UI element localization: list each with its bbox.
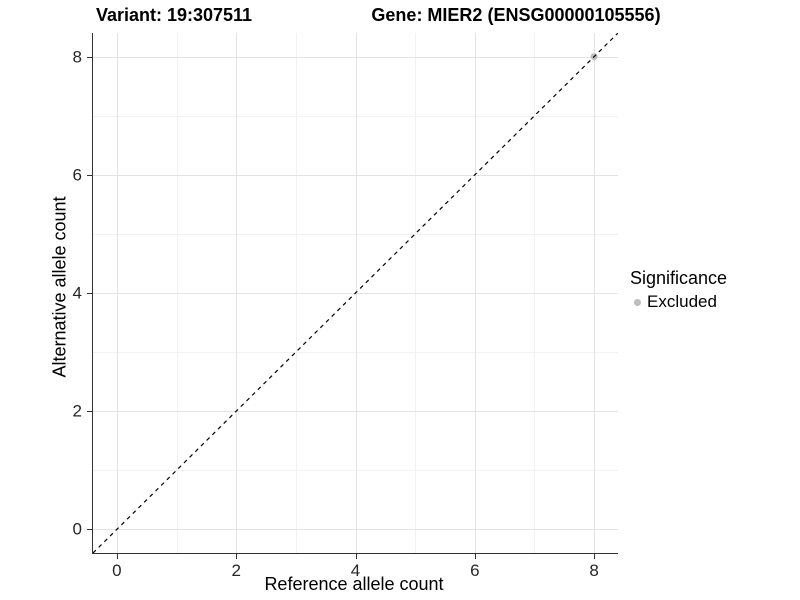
- y-tick: [87, 293, 92, 294]
- grid-major-y: [93, 56, 618, 58]
- legend-items: Excluded: [628, 292, 727, 312]
- plot-title-variant: Variant: 19:307511: [95, 5, 253, 25]
- x-tick-label: 0: [112, 561, 122, 580]
- x-tick-label: 2: [231, 561, 241, 580]
- grid-major-y: [93, 411, 618, 413]
- x-tick: [116, 554, 118, 559]
- y-tick-label: 0: [72, 519, 82, 539]
- legend: Significance Excluded: [628, 268, 727, 312]
- identity-line: [93, 33, 618, 553]
- y-tick-label: 4: [72, 283, 82, 303]
- legend-marker-circle-icon: [634, 298, 641, 306]
- plot-panel: 0 2 4 6 8 0 2 4 6 8: [73, 33, 618, 579]
- x-tick-label: 8: [589, 561, 599, 580]
- y-tick-label: 8: [72, 47, 82, 67]
- x-tick: [236, 554, 238, 559]
- grid-major-y: [93, 529, 618, 531]
- x-tick-label: 6: [470, 561, 480, 580]
- y-tick: [87, 411, 92, 413]
- plot-title-gene: Gene: MIER2 (ENSG00000105556): [371, 5, 661, 25]
- y-tick: [87, 529, 92, 531]
- y-tick: [87, 56, 92, 58]
- legend-title: Significance: [630, 268, 728, 288]
- plot-canvas: [93, 33, 618, 553]
- x-tick: [474, 554, 476, 559]
- grid-major-y: [93, 174, 618, 176]
- legend-item: Excluded: [628, 292, 727, 312]
- y-tick-label: 2: [72, 401, 82, 421]
- legend-item-label: Excluded: [647, 292, 717, 311]
- y-tick-label: 6: [72, 165, 82, 185]
- x-axis-title: Reference allele count: [264, 574, 444, 594]
- x-tick-label: 4: [350, 561, 361, 580]
- x-tick: [355, 554, 357, 559]
- x-tick: [594, 554, 596, 559]
- y-tick: [87, 174, 92, 176]
